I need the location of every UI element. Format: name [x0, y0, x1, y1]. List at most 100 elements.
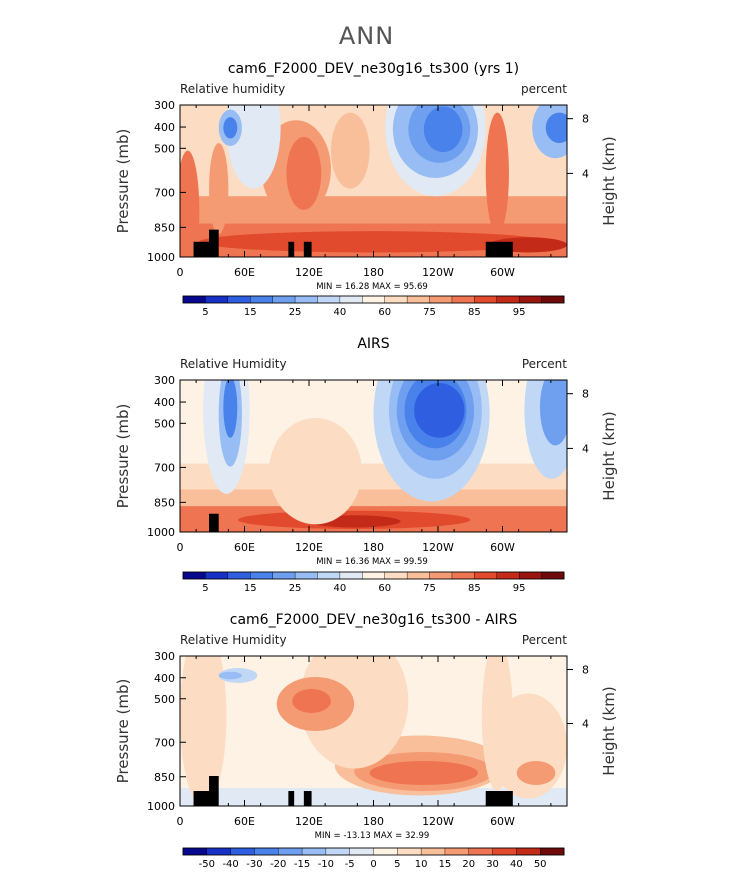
dry-core: [539, 380, 567, 446]
colorbar-swatch: [206, 847, 232, 856]
min-max-stats: MIN = 16.36 MAX = 99.59: [316, 557, 428, 567]
y-tick-label: 700: [154, 461, 175, 474]
y-tick-label: 400: [154, 396, 175, 409]
colorbar-label: 95: [513, 307, 526, 318]
y-tick-label: 300: [154, 99, 175, 112]
contour-region: [330, 112, 370, 189]
colorbar-label: 5: [202, 307, 208, 318]
x-tick-label: 60W: [490, 266, 515, 279]
colorbar-swatch: [325, 847, 351, 856]
x-tick-label: 0: [177, 541, 184, 554]
y-tick-label: 700: [154, 186, 175, 199]
x-tick-label: 120E: [295, 266, 323, 279]
y-right-tick-label: 4: [582, 718, 589, 731]
colorbar-swatch: [205, 571, 229, 580]
boundary-layer: [180, 788, 567, 806]
y-tick-label: 1000: [147, 251, 175, 264]
colorbar-label: 20: [462, 859, 475, 870]
y-right-axis-title: Height (km): [600, 136, 618, 225]
convective-region: [269, 418, 362, 525]
x-tick-label: 60E: [234, 266, 255, 279]
colorbar-label: -15: [294, 859, 310, 870]
colorbar-label: 85: [468, 583, 481, 594]
colorbar-label: -50: [199, 859, 215, 870]
colorbar-swatch: [518, 295, 543, 304]
colorbar-swatch: [294, 295, 318, 304]
variable-label: Relative Humidity: [180, 633, 287, 647]
colorbar-swatch: [496, 571, 520, 580]
colorbar-swatch: [339, 295, 363, 304]
colorbar-swatch: [205, 295, 229, 304]
colorbar-swatch: [317, 295, 341, 304]
chart-title: cam6_F2000_DEV_ne30g16_ts300 - AIRS: [230, 612, 518, 628]
x-tick-label: 120E: [295, 815, 323, 828]
colorbar-label: -20: [270, 859, 286, 870]
y-tick-label: 500: [154, 693, 175, 706]
y-right-axis-title: Height (km): [600, 411, 618, 500]
colorbar-swatch: [451, 571, 475, 580]
colorbar-swatch: [429, 295, 453, 304]
colorbar-label: 10: [415, 859, 428, 870]
colorbar-swatch: [182, 295, 206, 304]
dry-bias-core: [218, 671, 242, 680]
y-axis-title: Pressure (mb): [114, 404, 132, 509]
y-axis-title: Pressure (mb): [114, 679, 132, 784]
colorbar-swatch: [227, 295, 251, 304]
units-label: percent: [521, 82, 567, 96]
y-right-tick-label: 4: [582, 442, 589, 455]
moist-bias-core: [292, 689, 331, 713]
colorbar-label: -30: [246, 859, 262, 870]
colorbar-swatch: [406, 571, 431, 580]
y-tick-label: 500: [154, 417, 175, 430]
topography: [193, 791, 213, 806]
moist-bias-core: [369, 761, 478, 785]
moist-bias-region: [481, 656, 513, 791]
y-tick-label: 500: [154, 142, 175, 155]
dry-core: [423, 106, 463, 153]
colorbar-label: 40: [510, 859, 523, 870]
colorbar-frame: [182, 295, 565, 304]
colorbar-label: 75: [423, 307, 436, 318]
convective-region: [209, 143, 229, 235]
colorbar-swatch: [272, 571, 296, 580]
min-max-stats: MIN = 16.28 MAX = 95.69: [316, 282, 428, 292]
colorbar-frame: [182, 847, 565, 856]
colorbar-swatch: [250, 571, 274, 580]
colorbar-swatch: [339, 571, 363, 580]
colorbar-label: 60: [378, 583, 391, 594]
colorbar-swatch: [272, 295, 296, 304]
contour-field: [180, 656, 567, 806]
x-tick-label: 120W: [422, 266, 454, 279]
colorbar-label: 15: [244, 307, 257, 318]
chart-panel-3: cam6_F2000_DEV_ne30g16_ts300 - AIRS Relat…: [114, 612, 618, 870]
dry-core: [223, 117, 238, 139]
x-tick-label: 120W: [422, 541, 454, 554]
x-tick-label: 0: [177, 815, 184, 828]
colorbar-label: 25: [289, 583, 302, 594]
dry-core: [414, 383, 465, 438]
colorbar-swatch: [406, 295, 431, 304]
x-tick-label: 180: [363, 815, 384, 828]
variable-label: Relative Humidity: [180, 357, 287, 371]
x-tick-label: 60W: [490, 541, 515, 554]
colorbar-swatch: [444, 847, 470, 856]
colorbar-label: 25: [289, 307, 302, 318]
colorbar-swatch: [541, 295, 565, 304]
units-label: Percent: [522, 357, 567, 371]
y-tick-label: 850: [154, 496, 175, 509]
colorbar-swatch: [227, 571, 251, 580]
topography: [193, 241, 213, 257]
y-tick-label: 1000: [147, 526, 175, 539]
colorbar-swatch: [429, 571, 453, 580]
y-right-tick-label: 8: [582, 664, 589, 677]
x-tick-label: 60W: [490, 815, 515, 828]
topography: [209, 513, 219, 532]
colorbar-swatch: [278, 847, 303, 856]
topography: [209, 776, 219, 806]
contour-field: [180, 105, 567, 257]
moist-bias-region: [180, 656, 227, 806]
y-right-axis-title: Height (km): [600, 686, 618, 775]
colorbar-swatch: [539, 847, 565, 856]
